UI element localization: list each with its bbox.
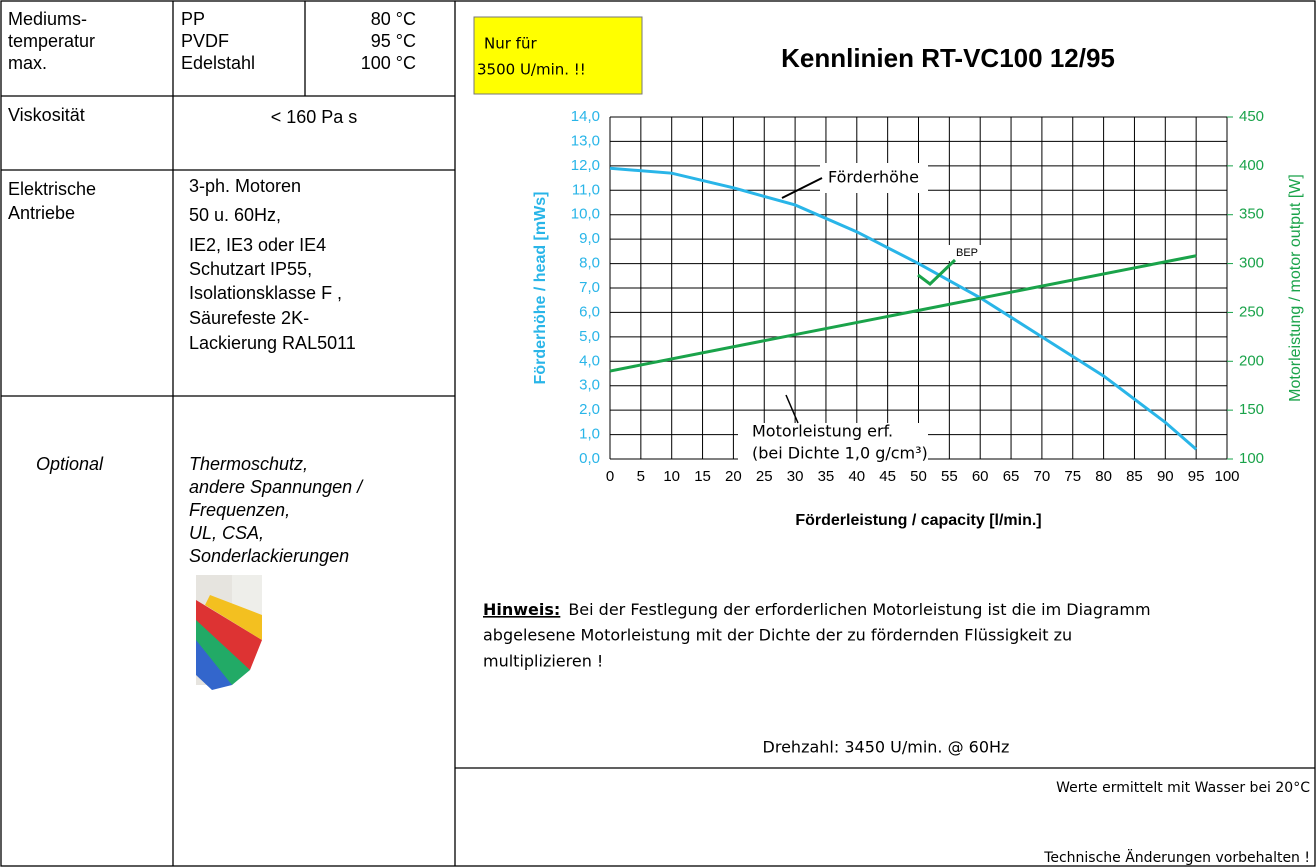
- y-tick-label: 11,0: [572, 181, 600, 198]
- x-tick-label: 30: [787, 468, 804, 485]
- y2-tick-label: 250: [1239, 303, 1264, 320]
- y-tick-label: 10,0: [571, 206, 600, 223]
- cell-value: 50 u. 60Hz,: [189, 205, 281, 225]
- chart-title: Kennlinien RT-VC100 12/95: [781, 43, 1115, 73]
- series-line: [610, 256, 1196, 371]
- x-tick-label: 90: [1157, 468, 1174, 485]
- y2-tick-label: 150: [1239, 401, 1264, 418]
- x-tick-label: 25: [756, 468, 773, 485]
- x-tick-label: 40: [848, 468, 865, 485]
- y-tick-label: 2,0: [579, 401, 600, 418]
- x-tick-label: 10: [663, 468, 680, 485]
- hinweis: Hinweis: Bei der Festlegung der erforderl…: [483, 600, 1310, 867]
- y-tick-label: 9,0: [579, 230, 600, 247]
- hinweis-line: multiplizieren !: [483, 652, 603, 671]
- x-axis-label: Förderleistung / capacity [l/min.]: [795, 512, 1041, 529]
- y-tick-label: 12,0: [571, 157, 600, 174]
- x-tick-label: 60: [972, 468, 989, 485]
- annotation: Förderhöhe: [828, 168, 919, 187]
- cell-label: max.: [8, 53, 47, 73]
- y-tick-label: 14,0: [571, 108, 600, 125]
- y2-tick-label: 400: [1239, 157, 1264, 174]
- y-tick-label: 1,0: [579, 426, 600, 443]
- material: PVDF: [181, 31, 229, 51]
- y-tick-label: 13,0: [571, 132, 600, 149]
- material: PP: [181, 9, 205, 29]
- y-tick-label: 4,0: [579, 352, 600, 369]
- x-tick-label: 55: [941, 468, 958, 485]
- y-tick-label: 5,0: [579, 328, 600, 345]
- y-tick-label: 7,0: [579, 279, 600, 296]
- x-tick-label: 70: [1034, 468, 1051, 485]
- note-text: 3500 U/min. !!: [477, 61, 586, 79]
- cell-label: Optional: [36, 454, 104, 474]
- temperature: 100 °C: [361, 53, 416, 73]
- cell-value: Thermoschutz,: [189, 454, 308, 474]
- y2-axis-label: Motorleistung / motor output [W]: [1287, 174, 1304, 402]
- note-text: Nur für: [484, 35, 537, 53]
- temperature: 95 °C: [371, 31, 416, 51]
- cell-value: Sonderlackierungen: [189, 546, 349, 566]
- x-tick-label: 45: [879, 468, 896, 485]
- frame: [1, 1, 1315, 866]
- temperature: 80 °C: [371, 9, 416, 29]
- footer-note: Technische Änderungen vorbehalten !: [1043, 848, 1310, 866]
- x-tick-label: 85: [1126, 468, 1143, 485]
- x-tick-label: 65: [1003, 468, 1020, 485]
- x-tick-label: 0: [606, 468, 614, 485]
- leader-line: [786, 395, 798, 423]
- speed: Drehzahl: 3450 U/min. @ 60Hz: [763, 738, 1010, 757]
- cell-value: Frequenzen,: [189, 500, 290, 520]
- footer-note: Werte ermittelt mit Wasser bei 20°C: [1056, 780, 1310, 796]
- cell-label: Elektrische: [8, 179, 96, 199]
- y2-tick-label: 350: [1239, 206, 1264, 223]
- hinweis-line: Bei der Festlegung der erforderlichen Mo…: [568, 600, 1150, 619]
- cell-value: IE2, IE3 oder IE4: [189, 235, 326, 255]
- hinweis-line: abgelesene Motorleistung mit der Dichte …: [483, 626, 1072, 645]
- x-tick-label: 50: [910, 468, 927, 485]
- cell-value: Isolationsklasse F ,: [189, 283, 342, 303]
- y2-tick-label: 450: [1239, 108, 1264, 125]
- annotation: BEP: [956, 247, 978, 259]
- ral-fan-image: [196, 575, 262, 690]
- y-tick-label: 6,0: [579, 303, 600, 320]
- x-tick-label: 20: [725, 468, 742, 485]
- cell-label: Viskosität: [8, 105, 85, 125]
- cell-value: < 160 Pa s: [271, 107, 358, 127]
- annotation: Motorleistung erf.: [752, 422, 893, 441]
- y-tick-label: 8,0: [579, 255, 600, 272]
- x-tick-label: 15: [694, 468, 711, 485]
- x-tick-label: 5: [637, 468, 645, 485]
- series-line: [610, 168, 1196, 449]
- hinweis-text: Hinweis: Bei der Festlegung der erforderl…: [483, 600, 1151, 619]
- y-axis-label: Förderhöhe / head [mWs]: [532, 192, 549, 385]
- x-tick-label: 95: [1188, 468, 1205, 485]
- y-tick-label: 3,0: [579, 377, 600, 394]
- cell-value: Schutzart IP55,: [189, 259, 312, 279]
- cell-value: andere Spannungen /: [189, 477, 364, 497]
- x-tick-label: 35: [818, 468, 835, 485]
- x-tick-label: 100: [1214, 468, 1239, 485]
- x-tick-label: 75: [1064, 468, 1081, 485]
- x-tick-label: 80: [1095, 468, 1112, 485]
- datasheet: Mediums- temperatur max. PP PVDF Edelsta…: [0, 0, 1316, 867]
- hinweis-label: Hinweis:: [483, 600, 560, 619]
- leader-line: [782, 178, 822, 198]
- cell-value: 3-ph. Motoren: [189, 176, 301, 196]
- note-box: Nur für 3500 U/min. !!: [474, 17, 642, 94]
- material: Edelstahl: [181, 53, 255, 73]
- cell-label: Mediums-: [8, 9, 87, 29]
- cell-value: Säurefeste 2K-: [189, 308, 309, 328]
- annotation: (bei Dichte 1,0 g/cm³): [752, 444, 928, 463]
- y2-tick-label: 100: [1239, 450, 1264, 467]
- y2-tick-label: 300: [1239, 255, 1264, 272]
- cell-label: temperatur: [8, 31, 95, 51]
- left-table: Mediums- temperatur max. PP PVDF Edelsta…: [8, 9, 416, 566]
- y2-tick-label: 200: [1239, 352, 1264, 369]
- cell-value: Lackierung RAL5011: [189, 333, 356, 353]
- y-tick-label: 0,0: [579, 450, 600, 467]
- annotations: Förderhöhe BEP Motorleistung erf. (bei D…: [738, 163, 990, 463]
- cell-label: Antriebe: [8, 203, 75, 223]
- cell-value: UL, CSA,: [189, 523, 264, 543]
